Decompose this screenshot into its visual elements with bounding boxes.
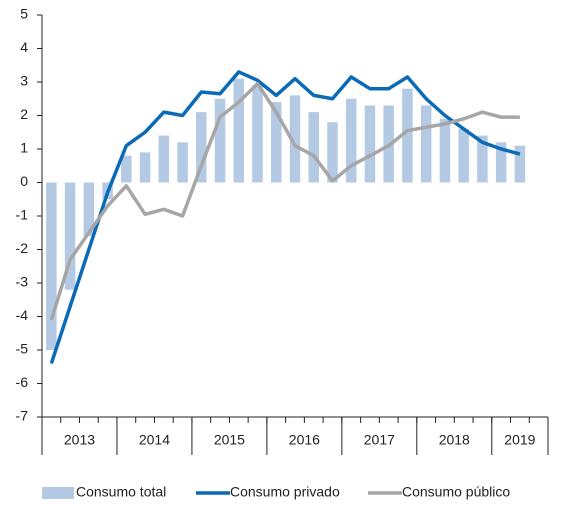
bar (83, 182, 95, 237)
bar (196, 112, 207, 183)
y-tick-label: -3 (16, 274, 29, 290)
bar (271, 102, 282, 183)
bar (177, 142, 188, 183)
line (49, 70, 521, 364)
y-tick-label: -6 (16, 374, 29, 390)
bar (458, 128, 469, 183)
bar (214, 98, 226, 183)
y-tick-label: -2 (16, 240, 29, 256)
bar (495, 142, 507, 183)
legend-label: Consumo privado (230, 484, 340, 500)
bar (514, 145, 526, 183)
y-tick-label: 5 (20, 6, 28, 22)
y-tick-label: -4 (16, 307, 29, 323)
year-label: 2019 (504, 432, 535, 448)
bar (345, 98, 357, 183)
bar (402, 88, 413, 183)
y-tick-label: -1 (16, 207, 29, 223)
y-tick-label: -5 (16, 341, 29, 357)
bar (64, 182, 76, 290)
bar (252, 85, 263, 183)
year-label: 2018 (439, 432, 470, 448)
bar (233, 78, 245, 183)
year-label: 2013 (64, 432, 95, 448)
legend-label: Consumo público (402, 484, 510, 500)
line (49, 81, 520, 321)
bar (139, 152, 151, 183)
bar (327, 122, 338, 183)
bar (364, 105, 376, 183)
y-tick-label: 0 (20, 173, 28, 189)
year-label: 2015 (214, 432, 245, 448)
bar (420, 105, 432, 183)
bar (46, 182, 57, 350)
year-label: 2017 (364, 432, 395, 448)
y-tick-label: 1 (20, 140, 28, 156)
bar (308, 112, 319, 183)
bar (477, 135, 488, 183)
legend-swatch (42, 487, 74, 499)
y-tick-label: -7 (16, 408, 29, 424)
y-tick-label: 4 (20, 39, 28, 55)
y-tick-label: 2 (20, 106, 28, 122)
bar (158, 135, 170, 183)
y-tick-label: 3 (20, 73, 28, 89)
bar (289, 95, 301, 183)
year-label: 2014 (139, 432, 170, 448)
legend-label: Consumo total (76, 484, 166, 500)
bar (439, 118, 451, 183)
year-label: 2016 (289, 432, 320, 448)
bar (121, 155, 132, 183)
